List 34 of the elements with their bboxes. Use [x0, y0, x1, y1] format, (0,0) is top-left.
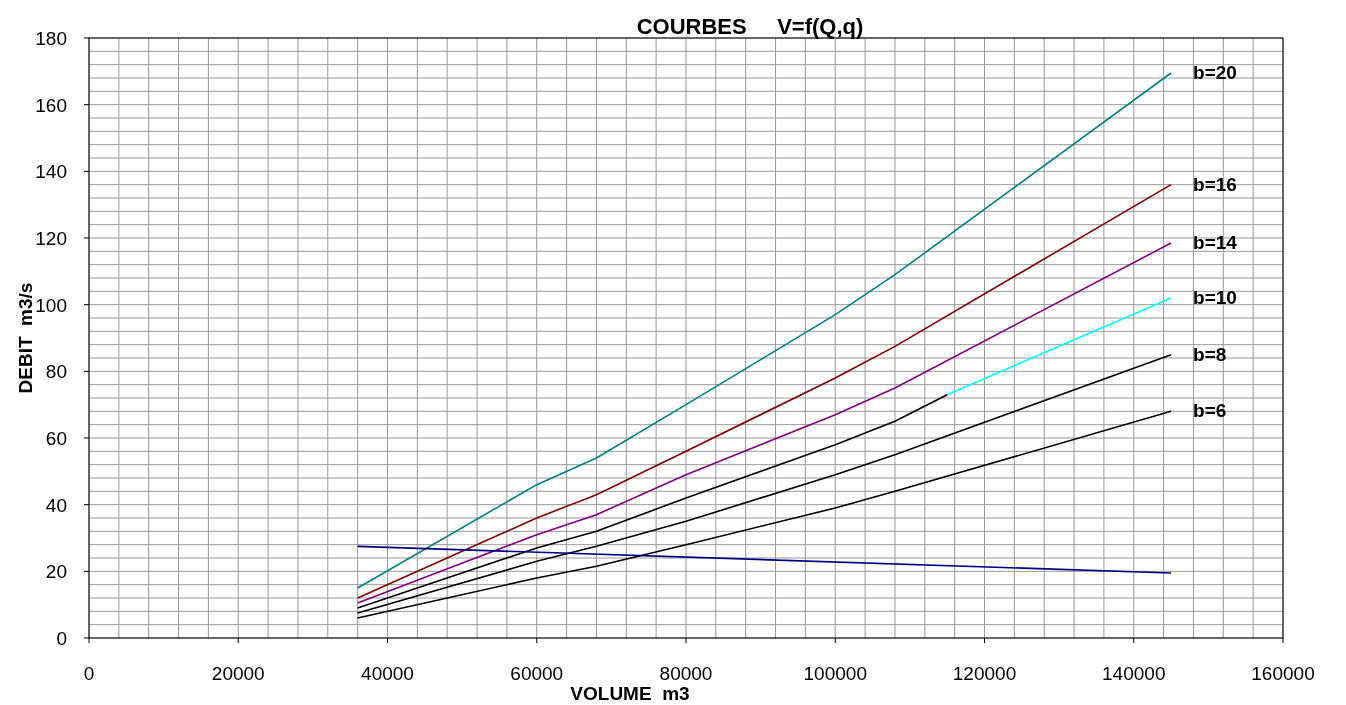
series-label: b=20 [1193, 62, 1237, 83]
series-label: b=16 [1193, 173, 1237, 195]
x-tick-label: 100000 [803, 663, 867, 684]
y-tick-label: 60 [45, 428, 67, 449]
x-tick-label: 160000 [1251, 663, 1315, 684]
line-series [356, 393, 948, 609]
y-tick-label: 160 [35, 94, 67, 116]
y-tick-label: 80 [45, 361, 67, 383]
x-tick-label: 140000 [1102, 663, 1166, 684]
y-tick-label: 0 [56, 628, 67, 649]
series-label: b=8 [1193, 343, 1227, 365]
y-tick-label: 100 [35, 294, 67, 316]
y-tick-label: 40 [45, 494, 67, 516]
x-axis-title: VOLUME m3 [570, 683, 690, 704]
x-tick-label: 120000 [952, 663, 1017, 684]
x-tick-label: 80000 [659, 663, 713, 684]
line-series [356, 183, 1172, 599]
chart-title: COURBES V=f(Q,q) [636, 14, 864, 39]
y-tick-label: 180 [35, 28, 67, 49]
line-series [356, 353, 1172, 614]
x-tick-label: 60000 [510, 663, 564, 684]
line-series [356, 410, 1172, 619]
y-tick-label: 140 [35, 161, 67, 183]
y-axis-title: DEBIT m3/s [15, 282, 36, 394]
x-tick-label: 20000 [211, 663, 265, 684]
series-label: b=14 [1193, 232, 1238, 253]
x-tick-label: 40000 [361, 663, 414, 684]
y-tick-label: 120 [35, 228, 67, 249]
line-series [356, 72, 1172, 589]
y-tick-label: 20 [45, 561, 67, 583]
line-series [356, 242, 1172, 604]
series-label: b=6 [1193, 400, 1227, 422]
series-label: b=10 [1193, 287, 1237, 308]
x-tick-label: 0 [83, 663, 95, 684]
